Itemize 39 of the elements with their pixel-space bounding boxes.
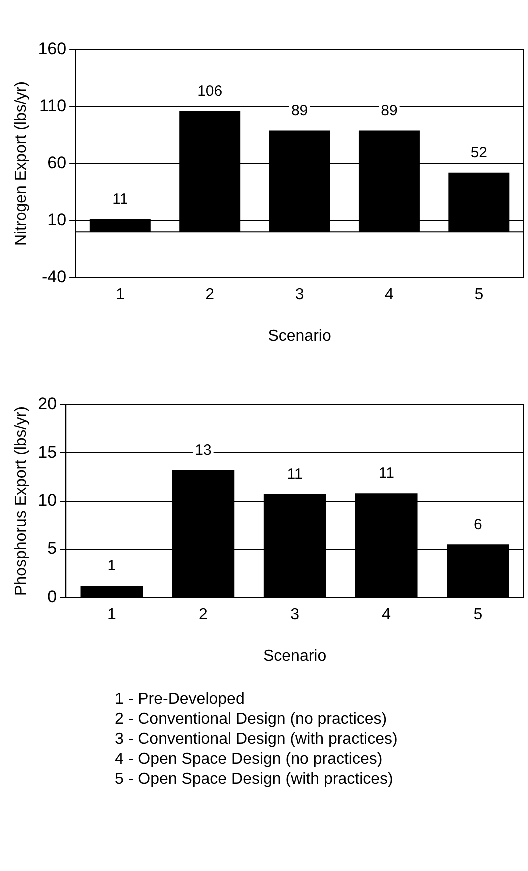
- data-label: 11: [378, 465, 394, 482]
- y-tick-label: 15: [38, 442, 58, 462]
- x-tick-label: 3: [290, 606, 300, 624]
- y-tick-label: -40: [42, 267, 67, 286]
- x-axis-title: Scenario: [268, 328, 332, 345]
- y-tick-label: 5: [48, 539, 58, 558]
- text: 2 - Conventional Design (no practices): [115, 710, 388, 730]
- y-tick-label: 20: [38, 394, 58, 414]
- x-tick-label: 1: [107, 606, 116, 624]
- y-tick-label: 60: [48, 153, 67, 172]
- x-tick-label: 4: [385, 286, 394, 304]
- y-axis-title: Nitrogen Export (lbs/yr): [13, 82, 30, 246]
- x-tick-label: 4: [382, 606, 392, 624]
- data-label: 11: [112, 191, 128, 208]
- data-label: 6: [474, 516, 482, 534]
- data-label: 89: [381, 102, 398, 120]
- x-tick-label: 1: [116, 286, 125, 304]
- text: 3 - Conventional Design (with practices): [115, 730, 398, 750]
- y-tick-label: 0: [48, 587, 58, 606]
- x-tick-label: 3: [295, 286, 304, 304]
- data-label: 1: [108, 558, 116, 575]
- x-axis-title: Scenario: [263, 648, 327, 665]
- y-tick-label: 10: [38, 490, 58, 510]
- text: 5 - Open Space Design (with practices): [115, 770, 394, 790]
- data-label: 89: [291, 102, 308, 120]
- text: 1 - Pre-Developed: [115, 690, 246, 710]
- x-tick-label: 5: [474, 606, 483, 624]
- data-label: 52: [470, 144, 488, 162]
- data-label: 106: [198, 83, 223, 100]
- x-tick-label: 2: [206, 286, 215, 304]
- y-tick-label: 160: [38, 40, 67, 59]
- y-axis-title: Phosphorus Export (lbs/yr): [13, 406, 30, 596]
- data-label: 13: [195, 442, 212, 460]
- x-tick-label: 2: [199, 606, 208, 624]
- x-tick-label: 5: [474, 286, 484, 304]
- data-label: 11: [287, 466, 303, 484]
- y-tick-label: 10: [48, 210, 67, 230]
- y-tick-label: 110: [39, 96, 67, 116]
- text: 4 - Open Space Design (no practices): [115, 750, 384, 770]
